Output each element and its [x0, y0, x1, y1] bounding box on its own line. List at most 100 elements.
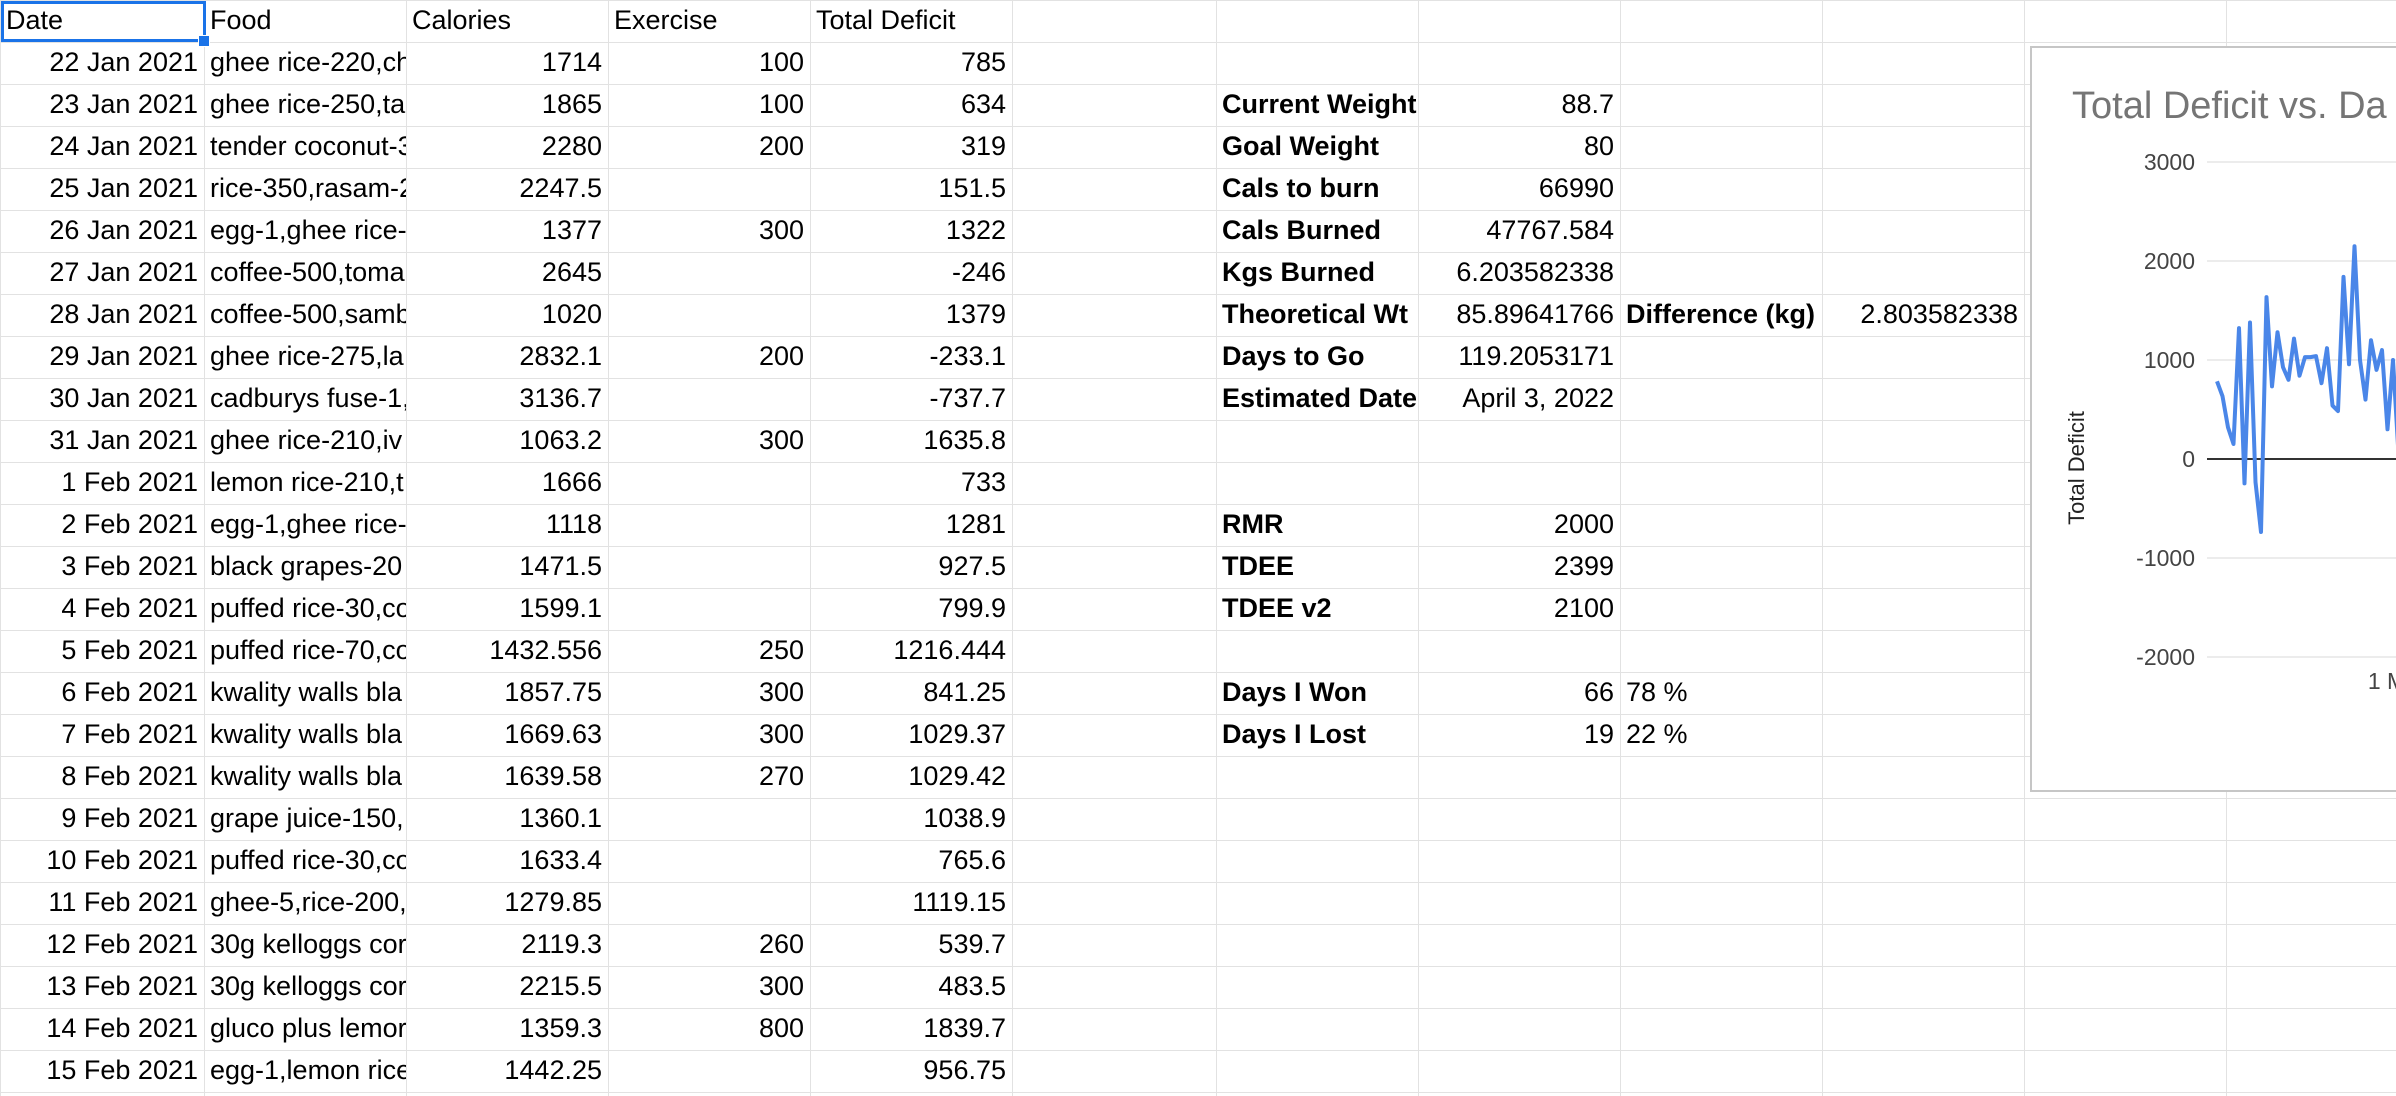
- cell-total-deficit[interactable]: 483.5: [938, 971, 1006, 1001]
- cell-food[interactable]: ghee rice-250,ta: [210, 89, 406, 119]
- cell-exercise[interactable]: [608, 798, 810, 840]
- cell-food[interactable]: kwality walls bla: [210, 761, 403, 791]
- tdee-value[interactable]: 2399: [1553, 551, 1614, 581]
- cell-food[interactable]: egg-1,lemon rice: [210, 1055, 406, 1085]
- cell-calories[interactable]: 1360.1: [519, 803, 602, 833]
- cell-calories[interactable]: 1377: [541, 215, 602, 245]
- cell-food[interactable]: black grapes-20: [210, 551, 403, 581]
- cell-calories[interactable]: 1442.25: [504, 1055, 602, 1085]
- days-won-value[interactable]: 66: [1583, 677, 1614, 707]
- cell-calories[interactable]: 1359.3: [519, 1013, 602, 1043]
- cell-total-deficit[interactable]: 1029.37: [908, 719, 1006, 749]
- days-won-percent[interactable]: 78 %: [1626, 677, 1688, 707]
- cell-calories[interactable]: 2215.5: [519, 971, 602, 1001]
- cell-food[interactable]: coffee-500,toma: [210, 257, 405, 287]
- cell-total-deficit[interactable]: 1119.15: [912, 887, 1006, 917]
- cell-total-deficit[interactable]: 539.7: [938, 929, 1006, 959]
- cell-date[interactable]: 22 Jan 2021: [49, 47, 198, 77]
- estimated-date-value[interactable]: April 3, 2022: [1462, 383, 1614, 413]
- cell-food[interactable]: kwality walls bla: [210, 677, 403, 707]
- days-lost-label[interactable]: Days I Lost: [1222, 719, 1367, 749]
- embedded-chart[interactable]: Total Deficit vs. Da Total Deficit 3000 2…: [2030, 46, 2396, 792]
- cell-date[interactable]: 28 Jan 2021: [49, 299, 198, 329]
- cell-total-deficit[interactable]: 1839.7: [923, 1013, 1006, 1043]
- tdee-v2-label[interactable]: TDEE v2: [1222, 593, 1332, 623]
- cell-calories[interactable]: 1599.1: [519, 593, 602, 623]
- cell-total-deficit[interactable]: 765.6: [938, 845, 1006, 875]
- cell-date[interactable]: 23 Jan 2021: [49, 89, 198, 119]
- cell-date[interactable]: 24 Jan 2021: [49, 131, 198, 161]
- cell-exercise[interactable]: 300: [758, 971, 804, 1001]
- cell-food[interactable]: egg-1,ghee rice-: [210, 215, 406, 245]
- days-lost-value[interactable]: 19: [1583, 719, 1614, 749]
- cell-calories[interactable]: 1865: [541, 89, 602, 119]
- cell-calories[interactable]: 2645: [541, 257, 602, 287]
- tdee-label[interactable]: TDEE: [1222, 551, 1295, 581]
- theoretical-wt-label[interactable]: Theoretical Wt: [1222, 299, 1409, 329]
- cals-burned-value[interactable]: 47767.584: [1486, 215, 1614, 245]
- days-to-go-value[interactable]: 119.2053171: [1458, 341, 1614, 371]
- cell-exercise[interactable]: 260: [758, 929, 804, 959]
- cell-exercise[interactable]: [608, 882, 810, 924]
- header-date[interactable]: Date: [6, 5, 64, 35]
- active-cell-selection[interactable]: [1, 1, 206, 42]
- cell-date[interactable]: 13 Feb 2021: [46, 971, 198, 1001]
- cell-date[interactable]: 30 Jan 2021: [49, 383, 198, 413]
- cals-to-burn-label[interactable]: Cals to burn: [1222, 173, 1380, 203]
- cell-exercise[interactable]: 300: [758, 215, 804, 245]
- cell-exercise[interactable]: [608, 840, 810, 882]
- cell-total-deficit[interactable]: 1635.8: [923, 425, 1006, 455]
- cell-total-deficit[interactable]: 1216.444: [893, 635, 1006, 665]
- cell-total-deficit[interactable]: 956.75: [923, 1055, 1006, 1085]
- current-weight-value[interactable]: 88.7: [1561, 89, 1614, 119]
- difference-kg-value[interactable]: 2.803582338: [1860, 299, 2018, 329]
- cell-date[interactable]: 2 Feb 2021: [61, 509, 198, 539]
- cell-calories[interactable]: 1471.5: [519, 551, 602, 581]
- kgs-burned-label[interactable]: Kgs Burned: [1222, 257, 1376, 287]
- cell-food[interactable]: ghee rice-220,ch: [210, 47, 406, 77]
- tdee-v2-value[interactable]: 2100: [1553, 593, 1614, 623]
- cell-total-deficit[interactable]: 1322: [945, 215, 1006, 245]
- days-lost-percent[interactable]: 22 %: [1626, 719, 1688, 749]
- cell-total-deficit[interactable]: 841.25: [923, 677, 1006, 707]
- current-weight-label[interactable]: Current Weight: [1222, 89, 1417, 119]
- cell-date[interactable]: 15 Feb 2021: [46, 1055, 198, 1085]
- cell-calories[interactable]: 1063.2: [519, 425, 602, 455]
- cell-food[interactable]: 30g kelloggs cor: [210, 971, 406, 1001]
- cell-exercise[interactable]: 300: [758, 677, 804, 707]
- fill-handle[interactable]: [198, 35, 210, 47]
- cell-food[interactable]: ghee rice-275,la: [210, 341, 404, 371]
- cell-food[interactable]: cadburys fuse-1,: [210, 383, 406, 413]
- rmr-label[interactable]: RMR: [1222, 509, 1284, 539]
- cell-calories[interactable]: 1020: [541, 299, 602, 329]
- cell-calories[interactable]: 1666: [541, 467, 602, 497]
- cell-calories[interactable]: 1432.556: [489, 635, 602, 665]
- cell-exercise[interactable]: [608, 294, 810, 336]
- cell-food[interactable]: tender coconut-3: [210, 131, 406, 161]
- cell-calories[interactable]: 1118: [545, 509, 602, 539]
- cell-date[interactable]: 8 Feb 2021: [61, 761, 198, 791]
- cell-exercise[interactable]: 270: [758, 761, 804, 791]
- cell-total-deficit[interactable]: 1038.9: [923, 803, 1006, 833]
- cell-food[interactable]: ghee rice-210,iv: [210, 425, 403, 455]
- cell-food[interactable]: puffed rice-30,co: [210, 593, 406, 623]
- cell-total-deficit[interactable]: 1379: [945, 299, 1006, 329]
- cell-food[interactable]: egg-1,ghee rice-: [210, 509, 406, 539]
- cell-date[interactable]: 4 Feb 2021: [61, 593, 198, 623]
- cell-date[interactable]: 10 Feb 2021: [46, 845, 198, 875]
- cell-exercise[interactable]: [608, 462, 810, 504]
- cell-exercise[interactable]: [608, 546, 810, 588]
- header-total-deficit[interactable]: Total Deficit: [816, 5, 956, 35]
- cell-total-deficit[interactable]: 733: [960, 467, 1006, 497]
- cell-total-deficit[interactable]: 634: [960, 89, 1006, 119]
- cell-food[interactable]: lemon rice-210,t: [210, 467, 404, 497]
- days-won-label[interactable]: Days I Won: [1222, 677, 1368, 707]
- header-exercise[interactable]: Exercise: [614, 5, 718, 35]
- cell-exercise[interactable]: 200: [758, 131, 804, 161]
- cell-exercise[interactable]: [608, 588, 810, 630]
- header-calories[interactable]: Calories: [412, 5, 512, 35]
- cell-food[interactable]: 30g kelloggs cor: [210, 929, 406, 959]
- theoretical-wt-value[interactable]: 85.89641766: [1456, 299, 1614, 329]
- cell-food[interactable]: ghee-5,rice-200,: [210, 887, 406, 917]
- kgs-burned-value[interactable]: 6.203582338: [1456, 257, 1614, 287]
